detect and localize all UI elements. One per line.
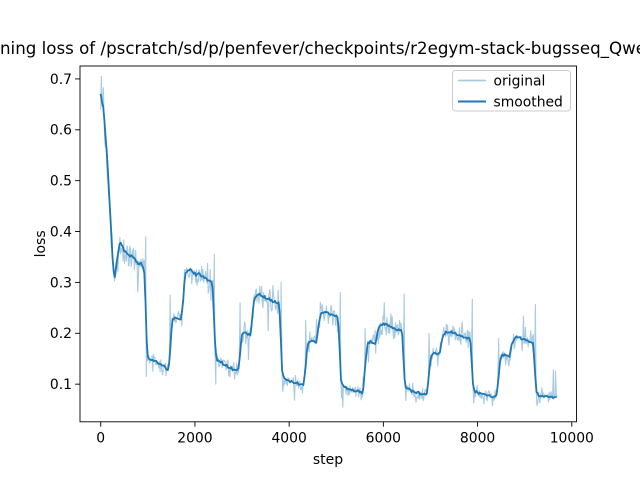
y-tick-label: 0.3 — [50, 275, 72, 291]
x-tick-label: 4000 — [271, 431, 306, 447]
x-axis-label: step — [313, 452, 343, 468]
y-axis-label: loss — [33, 230, 49, 257]
chart-title: ning loss of /pscratch/sd/p/penfever/che… — [0, 39, 640, 59]
legend-entry-original: original — [458, 73, 545, 89]
axes-frame — [79, 65, 577, 423]
legend-label-original: original — [494, 73, 546, 89]
axis-ticks: 0 2000 4000 6000 8000 10000 0.1 0.2 0.3 0.4 0.5 0.6… — [50, 72, 594, 447]
y-tick-label: 0.7 — [50, 72, 72, 88]
y-tick-label: 0.2 — [50, 326, 72, 342]
x-tick-label: 6000 — [366, 431, 401, 447]
y-tick-label: 0.5 — [50, 174, 72, 190]
y-tick-label: 0.6 — [50, 123, 72, 139]
legend-entry-smoothed: smoothed — [458, 94, 563, 110]
x-tick-label: 0 — [96, 431, 105, 447]
smoothed-line — [99, 93, 557, 399]
x-tick-label: 8000 — [460, 431, 495, 447]
legend: original smoothed — [452, 70, 571, 112]
y-tick-label: 0.1 — [50, 377, 72, 393]
plot-lines — [99, 75, 558, 408]
legend-label-smoothed: smoothed — [494, 94, 563, 110]
y-tick-label: 0.4 — [50, 224, 72, 240]
x-tick-label: 2000 — [177, 431, 212, 447]
x-tick-label: 10000 — [550, 431, 594, 447]
